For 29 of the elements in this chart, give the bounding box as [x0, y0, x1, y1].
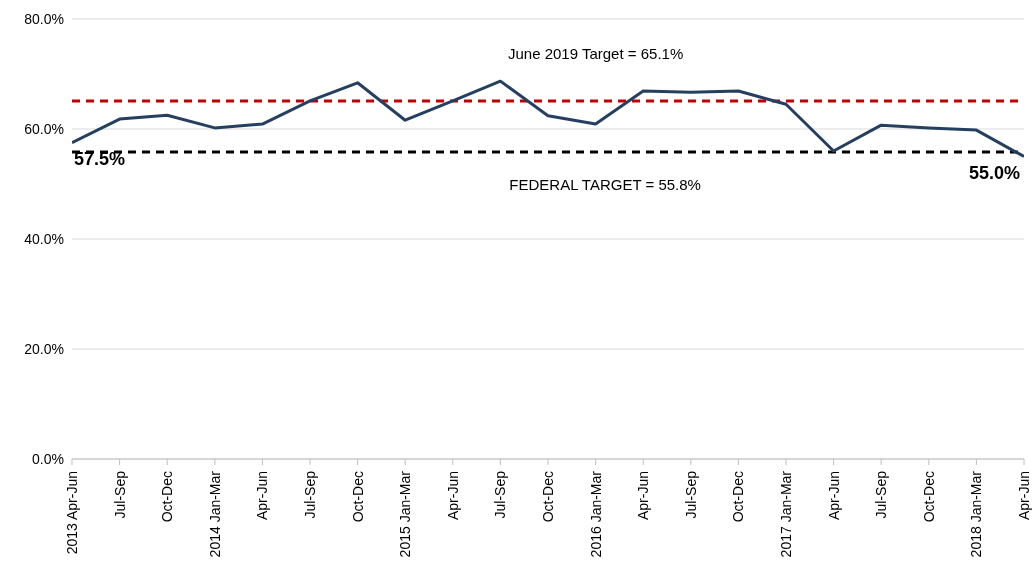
x-tick-label: 2015 Jan-Mar: [397, 470, 414, 558]
x-tick-label: Jul-Sep: [302, 470, 318, 519]
x-tick-label: Oct-Dec: [730, 471, 747, 523]
y-tick-label: 20.0%: [24, 340, 64, 357]
x-tick-label: 2014 Jan-Mar: [206, 470, 223, 558]
x-tick-label: Jul-Sep: [873, 470, 890, 519]
x-tick-label: Oct-Dec: [540, 471, 556, 523]
x-tick-label: Oct-Dec: [349, 471, 366, 523]
x-tick-label: Apr-Jun: [1016, 471, 1032, 521]
y-tick-label: 40.0%: [24, 230, 64, 247]
x-tick-label: 2018 Jan-Mar: [968, 470, 985, 558]
x-tick-label: 2017 Jan-Mar: [778, 470, 794, 558]
x-tick-label: 2016 Jan-Mar: [587, 470, 604, 558]
y-tick-label: 80.0%: [24, 10, 64, 27]
x-tick-label: Apr-Jun: [444, 471, 461, 521]
ref-line-label: FEDERAL TARGET = 55.8%: [509, 176, 701, 194]
y-tick-label: 60.0%: [24, 120, 64, 137]
x-tick-label: Apr-Jun: [825, 471, 842, 521]
x-tick-label: Jul-Sep: [682, 470, 699, 519]
x-tick-label: Jul-Sep: [111, 470, 128, 519]
x-tick-label: Oct-Dec: [159, 471, 176, 523]
x-tick-label: Jul-Sep: [492, 470, 509, 519]
x-tick-label: 2013 Apr-Jun: [64, 471, 80, 555]
y-tick-label: 0.0%: [32, 450, 64, 467]
x-tick-label: Oct-Dec: [920, 471, 937, 523]
data-label: 55.0%: [968, 162, 1020, 183]
ref-line-label: June 2019 Target = 65.1%: [507, 44, 684, 62]
x-tick-label: Apr-Jun: [254, 471, 271, 521]
x-tick-label: Apr-Jun: [635, 471, 652, 521]
